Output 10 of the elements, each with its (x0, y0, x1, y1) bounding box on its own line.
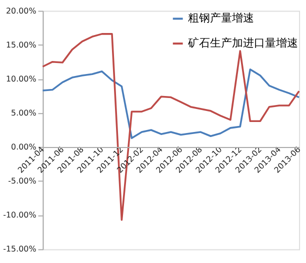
y-tick-label: 10.00% (6, 74, 37, 84)
legend-label: 粗钢产量增速 (188, 12, 254, 25)
y-tick-label: 5.00% (11, 108, 37, 118)
y-tick-label: -15.00% (3, 244, 37, 254)
y-tick-label: 15.00% (6, 40, 37, 50)
legend-label: 矿石生产加进口量增速 (186, 36, 298, 50)
y-tick-label: -5.00% (8, 176, 37, 186)
y-tick-label: -10.00% (3, 210, 37, 220)
y-tick-label: 20.00% (6, 6, 37, 16)
line-series (42, 68, 300, 140)
